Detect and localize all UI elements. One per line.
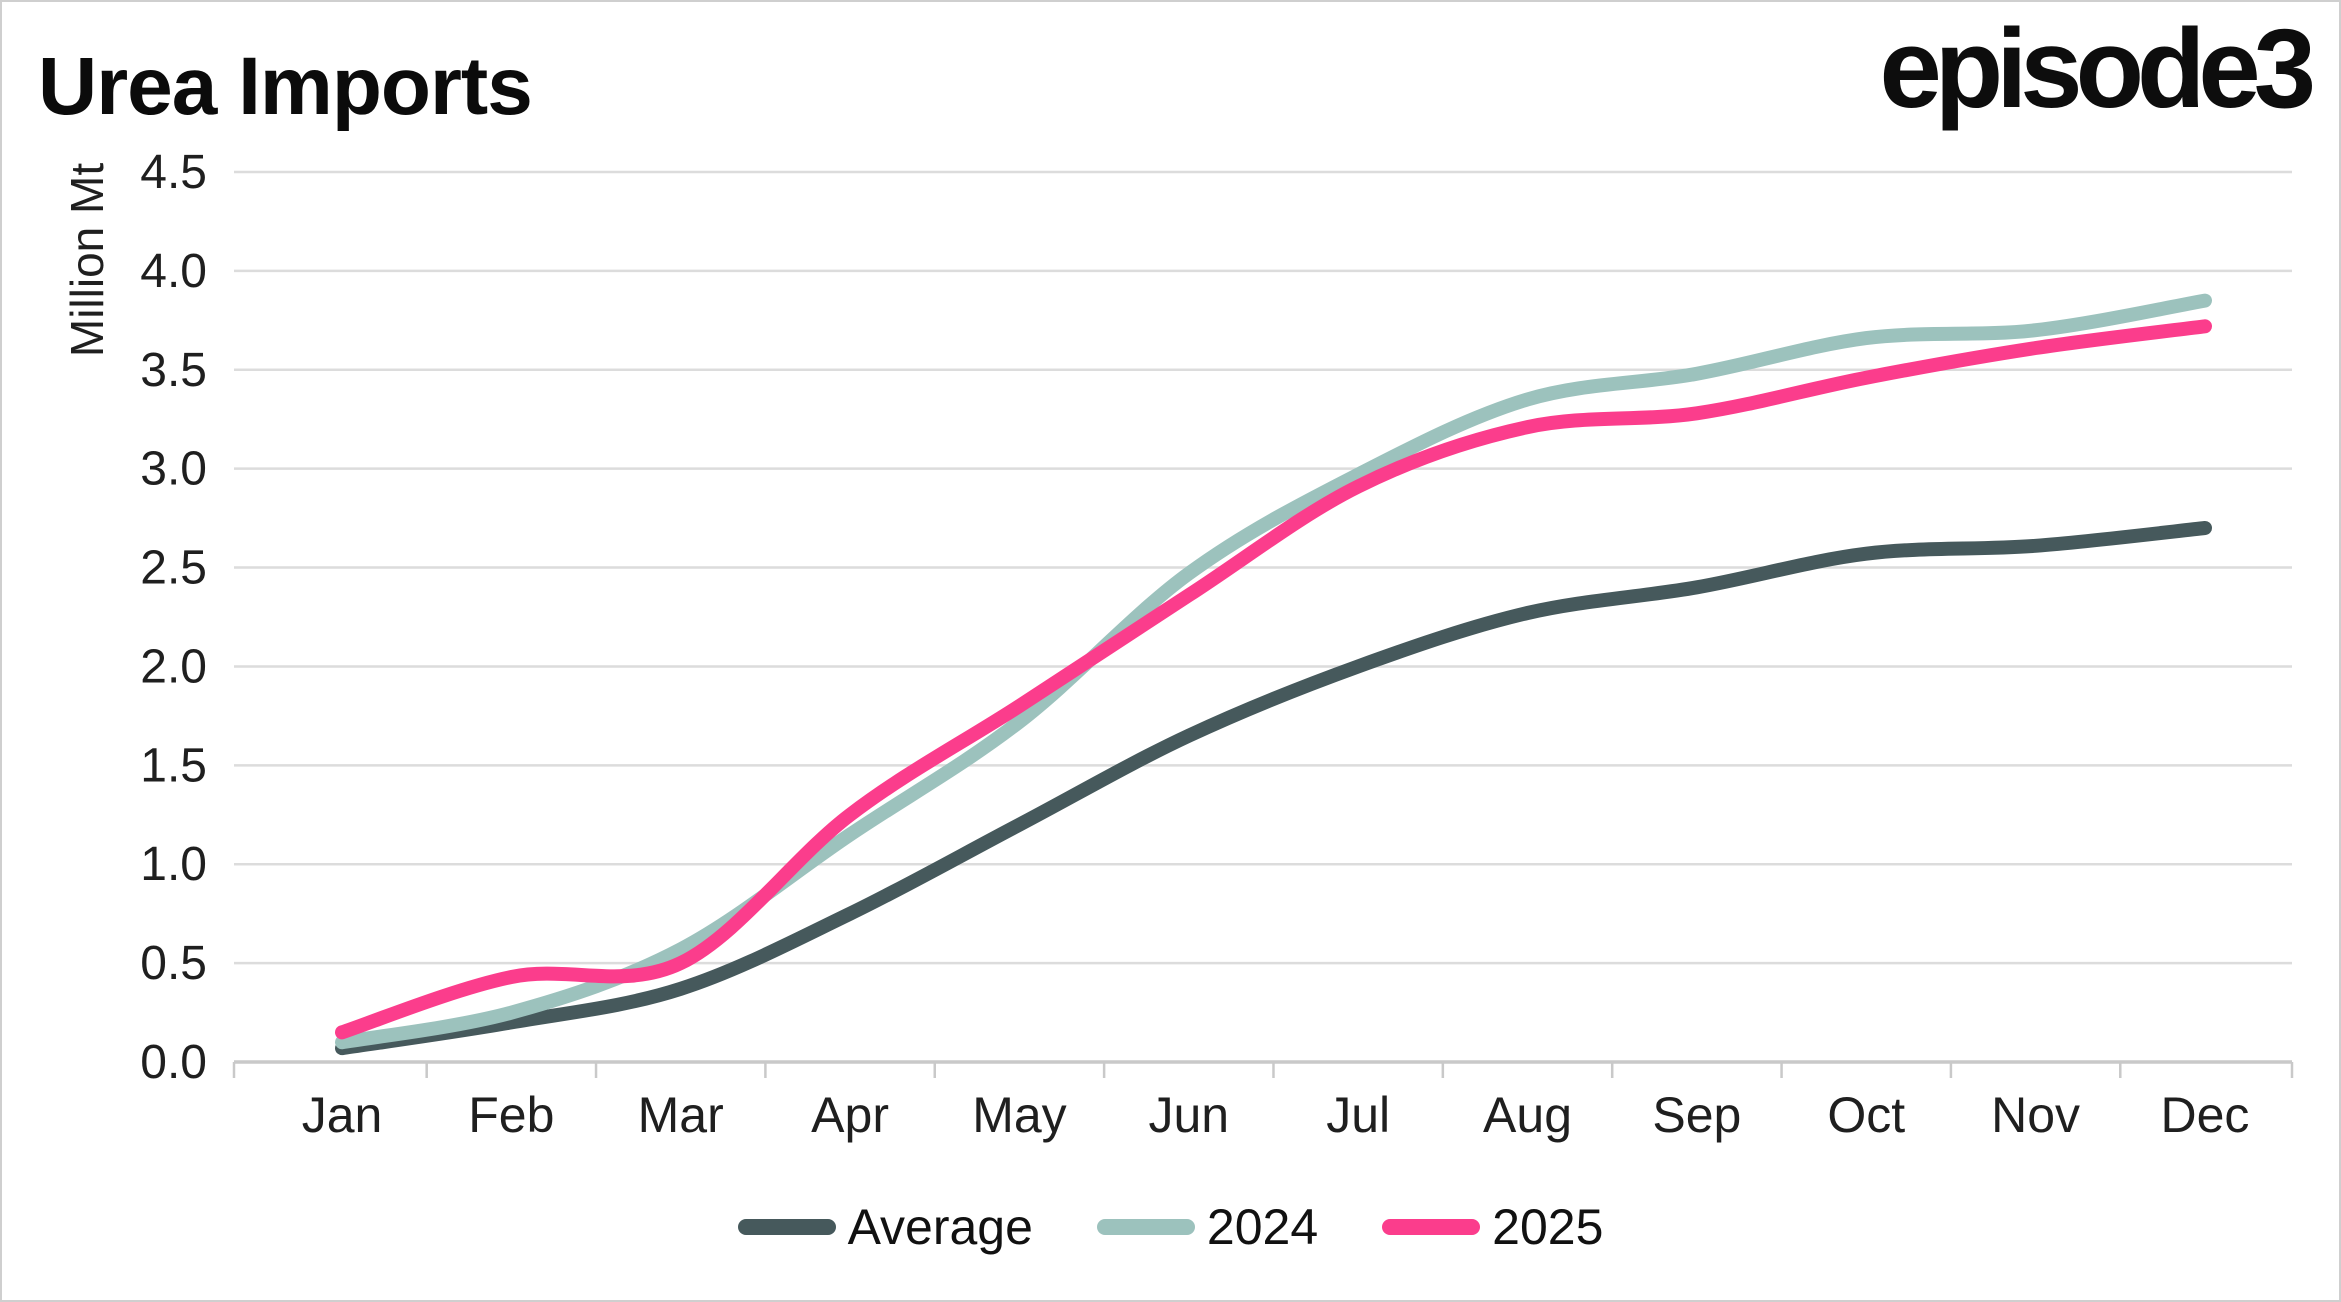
chart-legend: Average 2024 2025: [2, 1198, 2339, 1256]
legend-item-average: Average: [737, 1198, 1033, 1256]
x-tick-label: May: [972, 1087, 1066, 1143]
x-tick-label: Apr: [811, 1087, 889, 1143]
x-tick-label: Feb: [468, 1087, 554, 1143]
y-tick-label: 2.0: [140, 640, 207, 693]
series-line-average: [335, 521, 2212, 1056]
legend-swatch-2025: [1382, 1219, 1481, 1235]
y-tick-label: 4.0: [140, 245, 207, 298]
chart-title: Urea Imports: [38, 41, 533, 132]
y-tick-label: 1.0: [140, 838, 207, 891]
x-tick-label: Oct: [1827, 1087, 1905, 1143]
x-tick-label: Sep: [1652, 1087, 1741, 1143]
x-tick-label: Jan: [302, 1087, 383, 1143]
legend-label-average: Average: [847, 1199, 1033, 1255]
y-tick-label: 4.5: [140, 146, 207, 199]
series-line-2025: [335, 319, 2212, 1040]
y-tick-label: 0.0: [140, 1036, 207, 1089]
x-tick-label: Nov: [1991, 1087, 2080, 1143]
y-tick-label: 0.5: [140, 937, 207, 990]
x-tick-label: Dec: [2160, 1087, 2249, 1143]
y-tick-label: 2.5: [140, 542, 207, 595]
x-tick-label: Mar: [638, 1087, 724, 1143]
y-tick-label: 1.5: [140, 739, 207, 792]
y-tick-label: 3.5: [140, 344, 207, 397]
y-tick-label: 3.0: [140, 443, 207, 496]
x-tick-label: Jul: [1326, 1087, 1390, 1143]
series-line-2024: [335, 293, 2212, 1050]
legend-label-2024: 2024: [1206, 1199, 1319, 1255]
x-tick-label: Jun: [1148, 1087, 1229, 1143]
legend-label-2025: 2025: [1492, 1199, 1604, 1255]
brand-logo: episode3: [1879, 6, 2316, 131]
legend-swatch-2024: [1096, 1219, 1195, 1235]
legend-item-2025: 2025: [1382, 1198, 1603, 1256]
legend-swatch-average: [737, 1219, 836, 1235]
x-tick-label: Aug: [1483, 1087, 1572, 1143]
legend-item-2024: 2024: [1096, 1198, 1319, 1256]
